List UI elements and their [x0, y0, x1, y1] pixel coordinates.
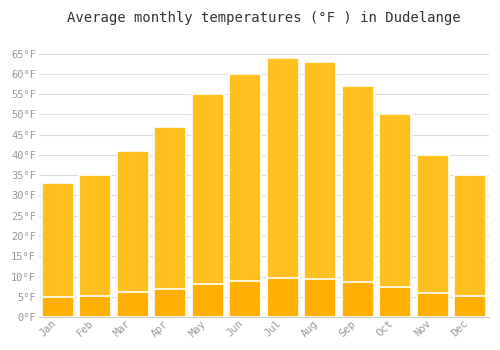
Bar — [304, 279, 336, 317]
Bar — [342, 282, 374, 317]
Bar — [154, 288, 186, 317]
Bar — [416, 155, 448, 317]
Title: Average monthly temperatures (°F ) in Dudelange: Average monthly temperatures (°F ) in Du… — [67, 11, 460, 25]
Bar — [454, 296, 486, 317]
Bar — [42, 183, 74, 317]
Bar — [416, 293, 448, 317]
Bar — [192, 94, 224, 317]
Bar — [304, 62, 336, 317]
Bar — [116, 292, 148, 317]
Bar — [42, 297, 74, 317]
Bar — [154, 126, 186, 317]
Bar — [266, 278, 298, 317]
Bar — [379, 287, 411, 317]
Bar — [79, 175, 111, 317]
Bar — [266, 57, 298, 317]
Bar — [116, 151, 148, 317]
Bar — [379, 114, 411, 317]
Bar — [342, 86, 374, 317]
Bar — [454, 175, 486, 317]
Bar — [192, 284, 224, 317]
Bar — [229, 281, 261, 317]
Bar — [229, 74, 261, 317]
Bar — [79, 296, 111, 317]
